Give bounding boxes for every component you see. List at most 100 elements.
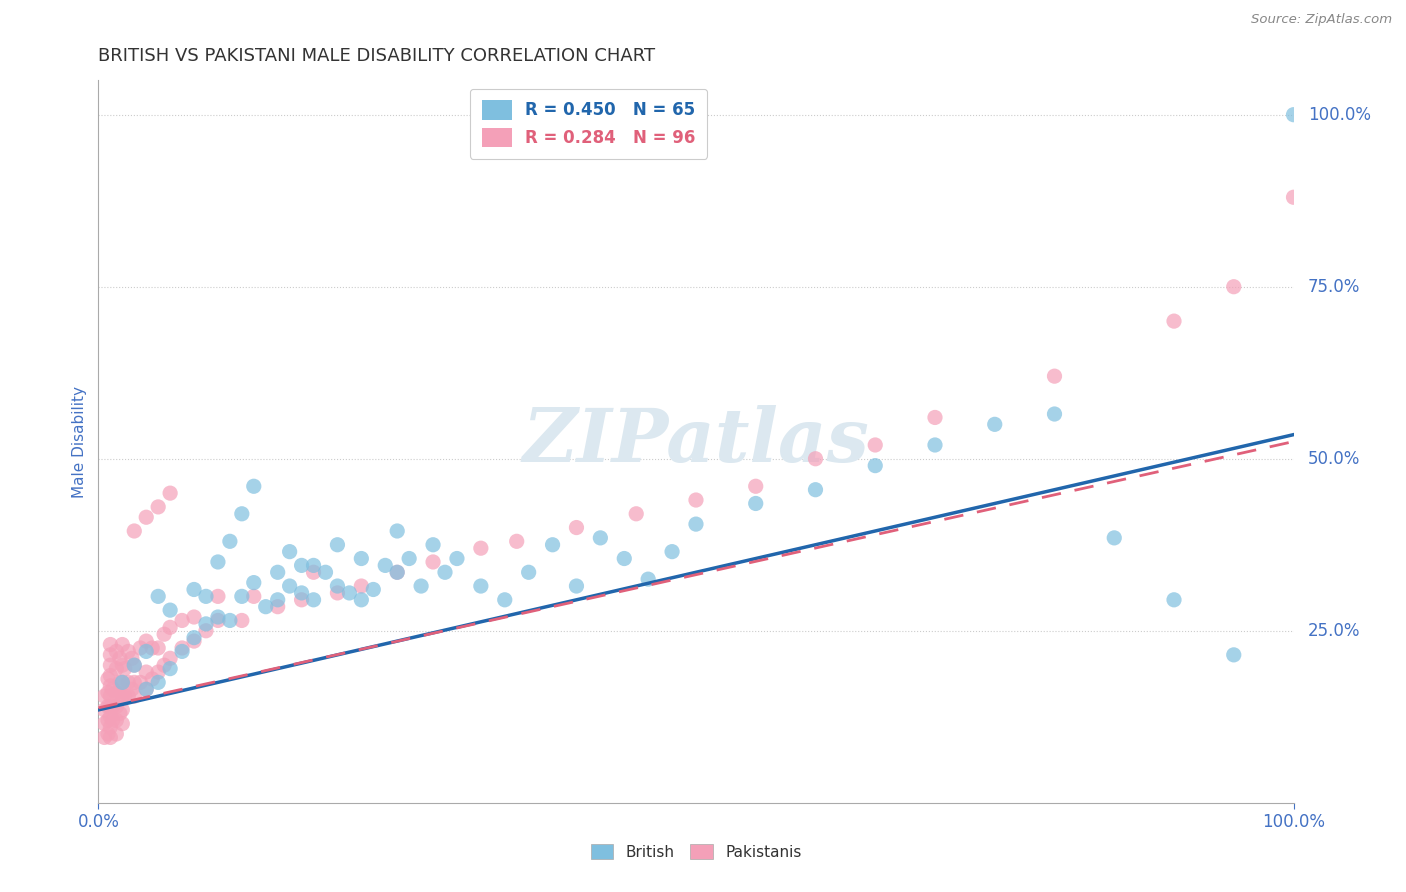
Point bbox=[231, 614, 253, 628]
Point bbox=[101, 713, 124, 727]
Point bbox=[105, 727, 128, 741]
Point bbox=[326, 538, 349, 552]
Point bbox=[93, 703, 115, 717]
Point bbox=[183, 610, 205, 624]
Point bbox=[541, 538, 564, 552]
Point bbox=[1282, 108, 1305, 122]
Point bbox=[117, 675, 139, 690]
Point bbox=[97, 727, 120, 741]
Point bbox=[924, 410, 946, 425]
Point bbox=[105, 686, 128, 700]
Point bbox=[148, 590, 170, 604]
Point bbox=[117, 689, 139, 703]
Point bbox=[219, 534, 242, 549]
Point bbox=[637, 572, 659, 586]
Point bbox=[117, 644, 139, 658]
Point bbox=[267, 592, 290, 607]
Point bbox=[111, 689, 134, 703]
Point bbox=[97, 699, 120, 714]
Point bbox=[98, 710, 122, 724]
Point bbox=[111, 703, 134, 717]
Y-axis label: Male Disability: Male Disability bbox=[72, 385, 87, 498]
Point bbox=[114, 662, 136, 676]
Point bbox=[315, 566, 337, 580]
Point bbox=[326, 579, 349, 593]
Point bbox=[446, 551, 468, 566]
Point bbox=[153, 627, 176, 641]
Point bbox=[924, 438, 946, 452]
Point bbox=[148, 675, 170, 690]
Text: 75.0%: 75.0% bbox=[1308, 277, 1360, 296]
Point bbox=[195, 624, 218, 638]
Point bbox=[124, 658, 146, 673]
Point bbox=[135, 665, 157, 679]
Point bbox=[93, 689, 115, 703]
Point bbox=[745, 479, 768, 493]
Point bbox=[172, 640, 194, 655]
Point bbox=[207, 590, 229, 604]
Point bbox=[494, 592, 516, 607]
Point bbox=[124, 524, 146, 538]
Point bbox=[326, 586, 349, 600]
Point bbox=[105, 713, 128, 727]
Point bbox=[302, 558, 325, 573]
Point bbox=[219, 614, 242, 628]
Point bbox=[183, 634, 205, 648]
Point bbox=[291, 586, 314, 600]
Point bbox=[129, 675, 152, 690]
Point bbox=[148, 640, 170, 655]
Point bbox=[422, 555, 444, 569]
Text: 25.0%: 25.0% bbox=[1308, 622, 1361, 640]
Point bbox=[183, 582, 205, 597]
Point bbox=[98, 668, 122, 682]
Point bbox=[243, 479, 266, 493]
Point bbox=[243, 575, 266, 590]
Point bbox=[422, 538, 444, 552]
Point bbox=[267, 599, 290, 614]
Point bbox=[865, 458, 887, 473]
Point bbox=[148, 500, 170, 514]
Point bbox=[124, 658, 146, 673]
Point bbox=[121, 651, 143, 665]
Point bbox=[129, 640, 152, 655]
Point bbox=[291, 592, 314, 607]
Point bbox=[207, 614, 229, 628]
Point bbox=[865, 438, 887, 452]
Point bbox=[565, 579, 588, 593]
Point bbox=[1163, 592, 1185, 607]
Point bbox=[148, 665, 170, 679]
Point bbox=[97, 713, 120, 727]
Point bbox=[135, 682, 157, 697]
Point bbox=[434, 566, 457, 580]
Point bbox=[565, 520, 588, 534]
Point bbox=[589, 531, 612, 545]
Point bbox=[124, 675, 146, 690]
Point bbox=[98, 731, 122, 745]
Point bbox=[1104, 531, 1126, 545]
Point bbox=[685, 493, 707, 508]
Point bbox=[141, 672, 163, 686]
Point bbox=[363, 582, 385, 597]
Text: ZIPatlas: ZIPatlas bbox=[523, 405, 869, 478]
Point bbox=[97, 672, 120, 686]
Point bbox=[1223, 648, 1246, 662]
Point bbox=[111, 638, 134, 652]
Point bbox=[385, 566, 409, 580]
Point bbox=[141, 640, 163, 655]
Point bbox=[135, 644, 157, 658]
Point bbox=[1163, 314, 1185, 328]
Text: 100.0%: 100.0% bbox=[1308, 105, 1371, 124]
Point bbox=[804, 451, 827, 466]
Point bbox=[111, 675, 134, 690]
Point bbox=[506, 534, 529, 549]
Point bbox=[195, 616, 218, 631]
Point bbox=[98, 638, 122, 652]
Point bbox=[398, 551, 420, 566]
Point bbox=[661, 544, 683, 558]
Point bbox=[121, 682, 143, 697]
Point bbox=[98, 679, 122, 693]
Point bbox=[108, 706, 131, 721]
Point bbox=[159, 651, 181, 665]
Point bbox=[613, 551, 636, 566]
Point bbox=[1043, 369, 1066, 384]
